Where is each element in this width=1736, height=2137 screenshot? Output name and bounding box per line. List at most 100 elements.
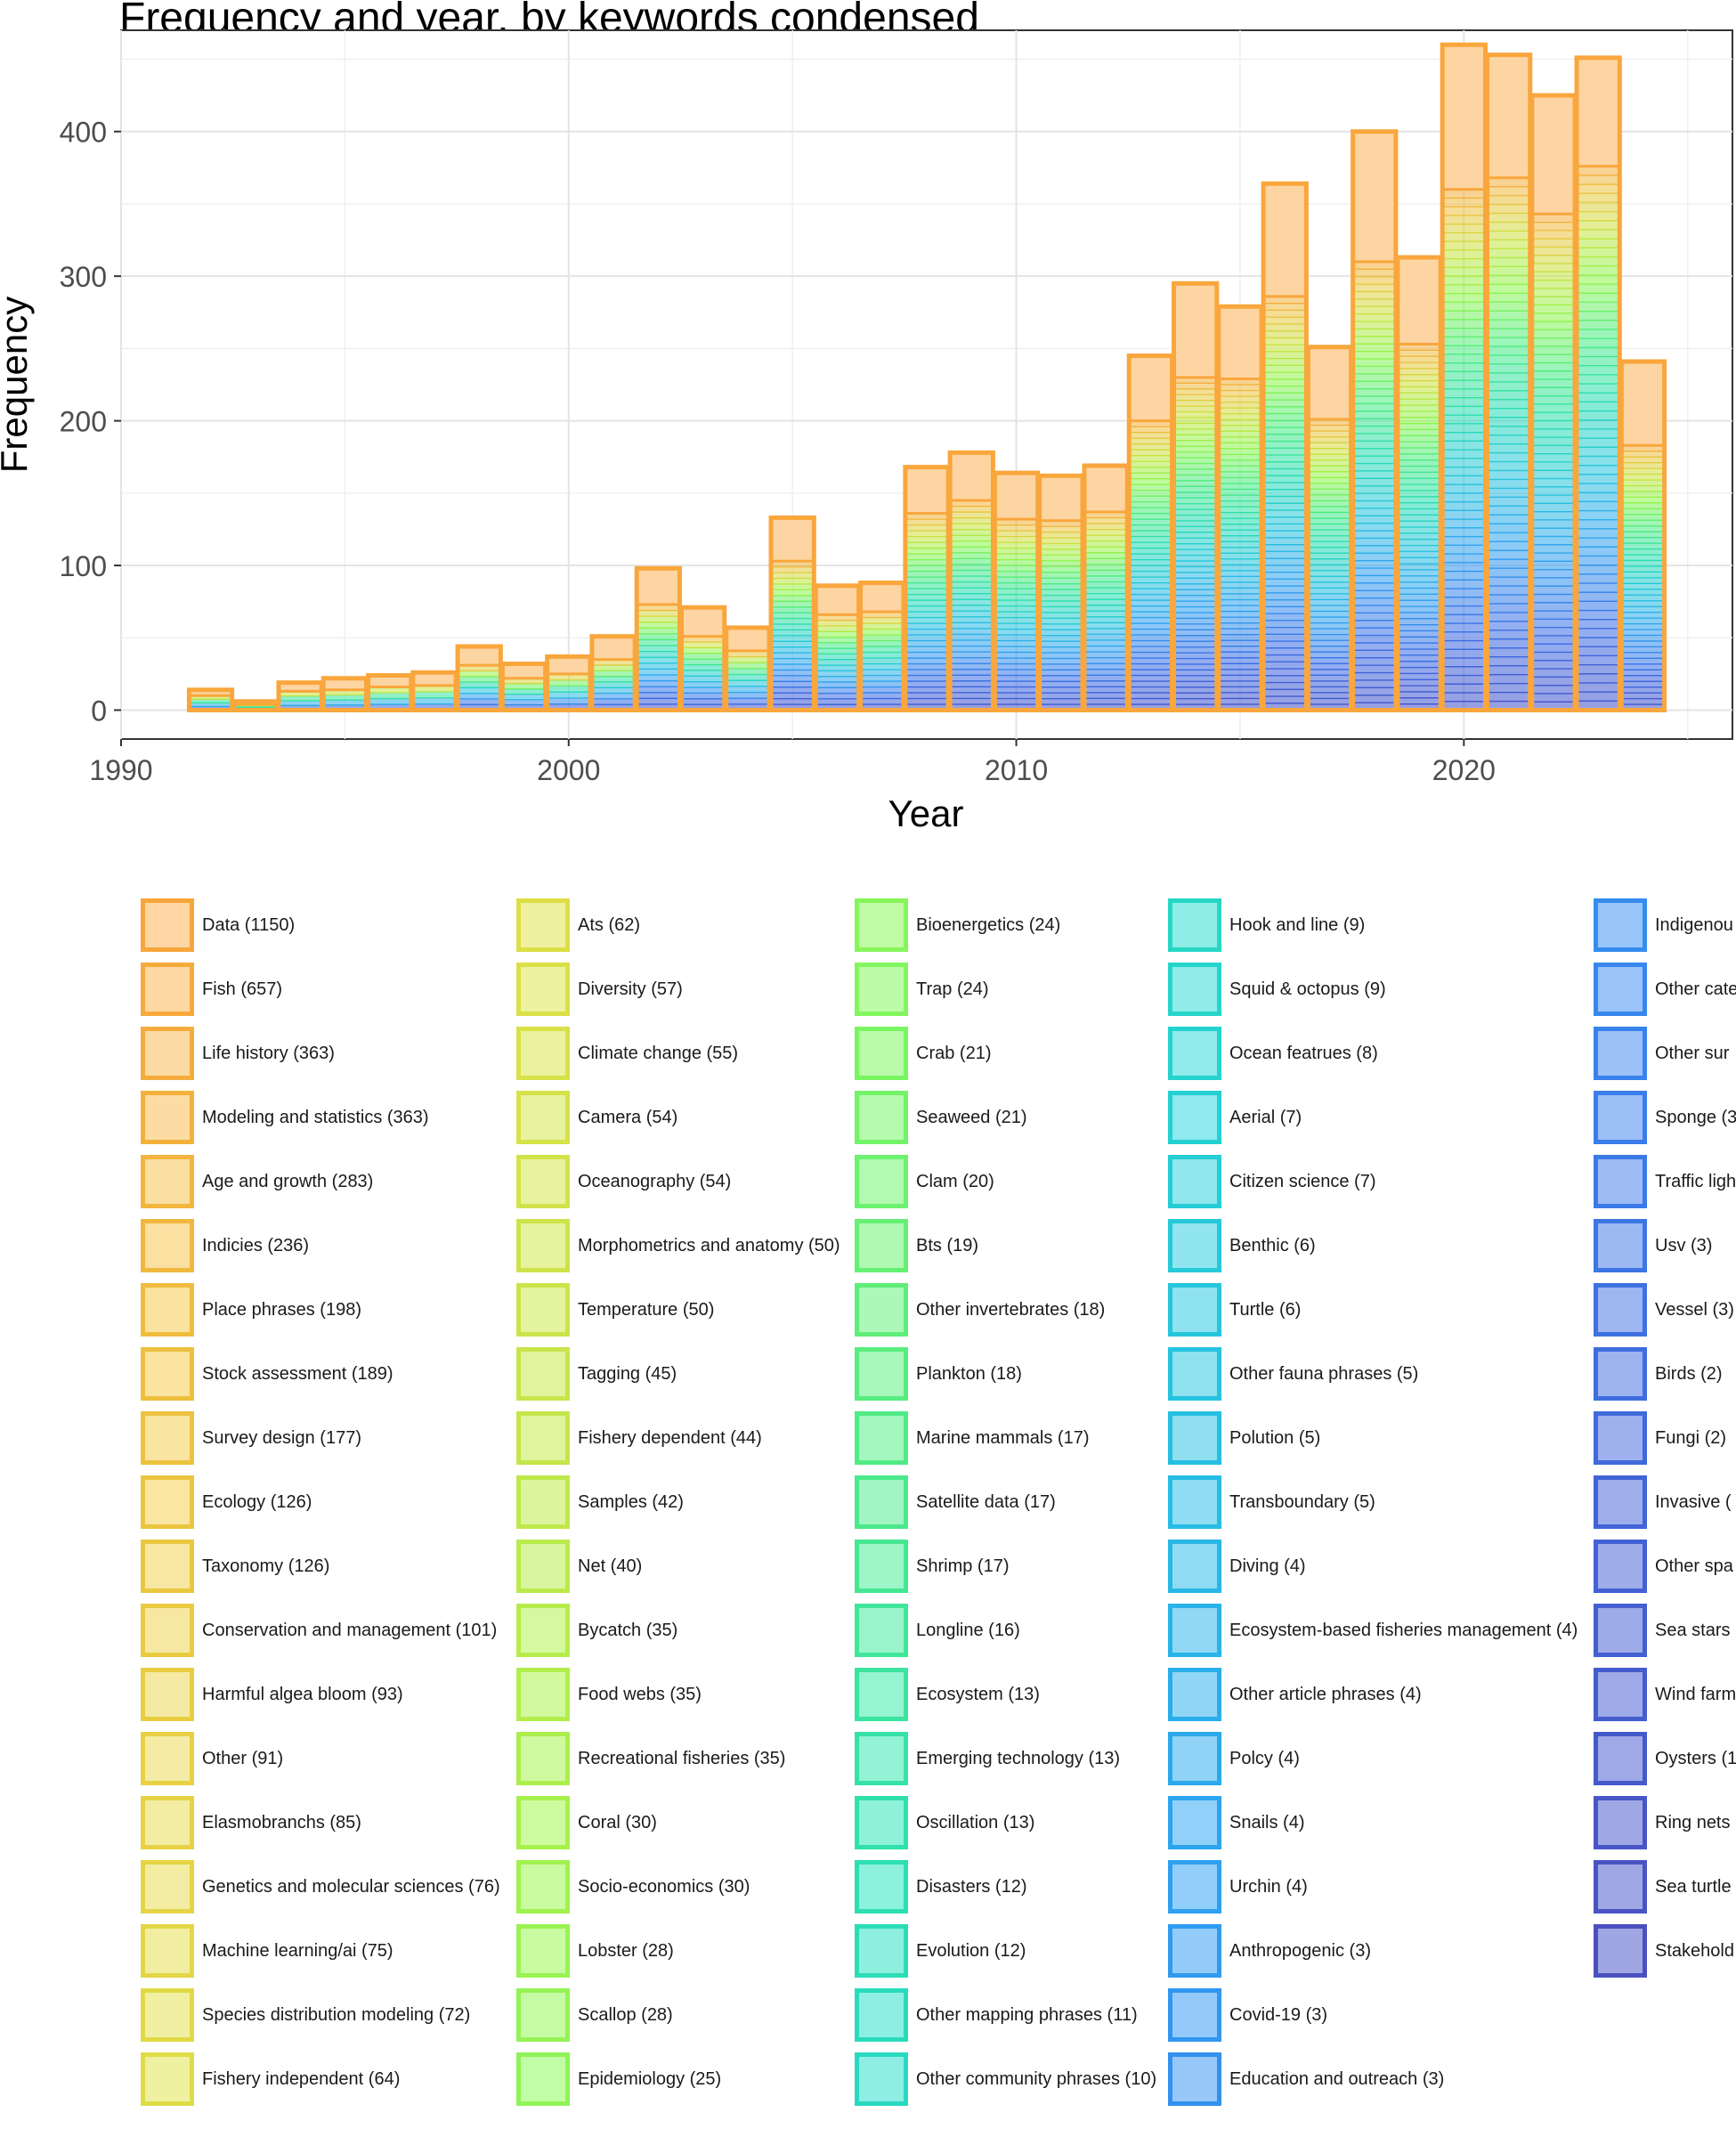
bar-stack — [366, 673, 414, 713]
legend-swatch — [1168, 1796, 1221, 1849]
legend-label: Polution (5) — [1229, 1427, 1321, 1448]
legend-item: Other article phrases (4) — [1168, 1666, 1422, 1723]
legend-item: Sponge (3 — [1594, 1089, 1736, 1146]
legend-swatch — [1168, 898, 1221, 952]
legend-item: Epidemiology (25) — [516, 2051, 721, 2108]
legend-item: Data (1150) — [141, 897, 295, 954]
legend-item: Other fauna phrases (5) — [1168, 1345, 1418, 1402]
legend-item: Coral (30) — [516, 1794, 657, 1851]
legend-label: Other article phrases (4) — [1229, 1684, 1422, 1704]
legend-swatch — [1594, 1732, 1647, 1785]
legend-label: Disasters (12) — [916, 1876, 1027, 1897]
legend-label: Seaweed (21) — [916, 1107, 1027, 1127]
legend-label: Anthropogenic (3) — [1229, 1940, 1371, 1961]
legend-item: Climate change (55) — [516, 1025, 738, 1082]
y-tick-label: 100 — [60, 550, 107, 582]
legend-label: Ecosystem-based fisheries management (4) — [1229, 1620, 1578, 1640]
legend-swatch — [1168, 1027, 1221, 1080]
legend-label: Oysters (1 — [1655, 1748, 1736, 1768]
legend-swatch — [1594, 1283, 1647, 1337]
legend-item: Oceanography (54) — [516, 1153, 731, 1210]
legend-item: Bycatch (35) — [516, 1602, 677, 1659]
x-tick-label: 2000 — [537, 754, 600, 786]
legend-label: Species distribution modeling (72) — [202, 2004, 471, 2025]
legend-swatch — [855, 1155, 908, 1208]
legend-swatch — [1594, 1604, 1647, 1657]
legend-item: Invasive ( — [1594, 1474, 1732, 1531]
legend-label: Invasive ( — [1655, 1491, 1732, 1512]
legend-label: Trap (24) — [916, 979, 989, 999]
legend-swatch — [516, 1283, 570, 1337]
legend-label: Wind farm — [1655, 1684, 1736, 1704]
legend-item: Diving (4) — [1168, 1538, 1306, 1595]
legend-swatch — [516, 1347, 570, 1401]
legend-swatch — [1168, 2052, 1221, 2106]
legend-label: Epidemiology (25) — [578, 2068, 722, 2089]
legend-swatch — [516, 1540, 570, 1593]
legend-item: Food webs (35) — [516, 1666, 702, 1723]
legend-label: Evolution (12) — [916, 1940, 1026, 1961]
legend-item: Bioenergetics (24) — [855, 897, 1060, 954]
legend-label: Survey design (177) — [202, 1427, 361, 1448]
legend-label: Climate change (55) — [578, 1043, 739, 1063]
legend-label: Marine mammals (17) — [916, 1427, 1090, 1448]
bar-segment-data — [1619, 360, 1667, 447]
legend-label: Satellite data (17) — [916, 1491, 1056, 1512]
legend-item: Usv (3) — [1594, 1217, 1712, 1274]
legend-item: Wind farm — [1594, 1666, 1736, 1723]
legend-swatch — [516, 1732, 570, 1785]
legend-item: Other (91) — [141, 1730, 283, 1787]
legend-item: Lobster (28) — [516, 1922, 674, 1979]
legend-swatch — [141, 898, 194, 952]
legend-item: Species distribution modeling (72) — [141, 1987, 470, 2044]
legend-label: Fish (657) — [202, 979, 283, 999]
legend-swatch — [516, 1155, 570, 1208]
legend-swatch — [141, 1604, 194, 1657]
y-tick-label: 0 — [91, 695, 107, 727]
legend-label: Taxonomy (126) — [202, 1556, 330, 1576]
legend-swatch — [516, 1860, 570, 1914]
legend-swatch — [855, 1540, 908, 1593]
legend-item: Emerging technology (13) — [855, 1730, 1120, 1787]
legend-swatch — [855, 1027, 908, 1080]
legend-label: Socio-economics (30) — [578, 1876, 750, 1897]
legend-swatch — [1168, 1668, 1221, 1721]
legend-swatch — [1168, 1988, 1221, 2042]
legend-item: Place phrases (198) — [141, 1281, 361, 1338]
legend-swatch — [141, 963, 194, 1016]
legend-label: Other invertebrates (18) — [916, 1299, 1106, 1320]
legend-swatch — [1168, 1540, 1221, 1593]
legend-item: Ocean featrues (8) — [1168, 1025, 1378, 1082]
legend-swatch — [855, 1475, 908, 1529]
legend-swatch — [855, 1219, 908, 1272]
legend-item: Ats (62) — [516, 897, 640, 954]
legend-item: Oscillation (13) — [855, 1794, 1034, 1851]
legend-swatch — [141, 1860, 194, 1914]
legend-swatch — [141, 1796, 194, 1849]
legend-label: Sea turtle — [1655, 1876, 1732, 1897]
legend-swatch — [516, 1091, 570, 1144]
legend-swatch — [1168, 1604, 1221, 1657]
legend-label: Crab (21) — [916, 1043, 992, 1063]
legend-item: Other invertebrates (18) — [855, 1281, 1105, 1338]
legend-item: Oysters (1 — [1594, 1730, 1736, 1787]
legend-swatch — [1594, 1091, 1647, 1144]
legend-swatch — [1594, 898, 1647, 952]
legend-swatch — [141, 1668, 194, 1721]
legend-label: Sea stars — [1655, 1620, 1731, 1640]
legend-label: Benthic (6) — [1229, 1235, 1316, 1255]
legend-swatch — [855, 2052, 908, 2106]
bar-stack — [1529, 93, 1578, 713]
legend-item: Benthic (6) — [1168, 1217, 1316, 1274]
legend-item: Ecology (126) — [141, 1474, 312, 1531]
bar-stack — [813, 583, 862, 713]
bar-stack — [1440, 42, 1488, 713]
histogram-chart: Frequency and year, by keywords condense… — [0, 0, 1733, 834]
legend-item: Elasmobranchs (85) — [141, 1794, 361, 1851]
legend-label: Indigenou — [1655, 914, 1733, 935]
legend-label: Shrimp (17) — [916, 1556, 1010, 1576]
y-tick-label: 300 — [60, 261, 107, 293]
legend-swatch — [141, 1155, 194, 1208]
legend-item: Clam (20) — [855, 1153, 994, 1210]
legend-swatch — [1594, 1924, 1647, 1978]
